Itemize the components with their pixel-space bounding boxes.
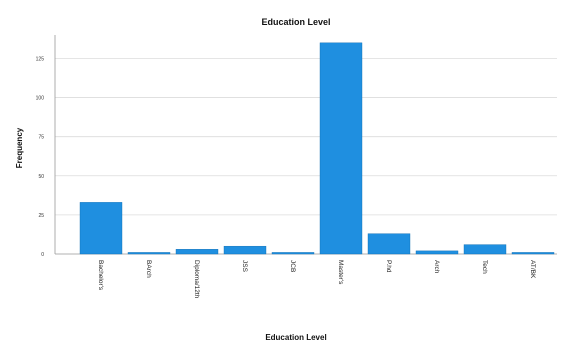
bar [175,249,219,255]
bar [511,252,555,255]
y-tick-label: 25 [38,213,44,219]
y-tick-label: 100 [36,96,45,102]
x-category-label: P.hd [385,260,392,273]
x-category-label: Arch [433,260,440,274]
bar [463,244,507,255]
x-category-label: Bachelor's [97,260,104,291]
y-tick-label: 0 [41,252,44,258]
y-tick-label: 125 [36,56,45,62]
x-category-label: Tech [481,260,488,274]
x-category-label: Diploma/12th [193,260,200,299]
x-axis-title: Education Level [265,333,326,342]
grid-lines [55,58,557,216]
bar [271,252,315,255]
bar [79,202,123,255]
x-category-label: AT/BK [529,260,536,279]
x-category-label: JCB [289,260,296,272]
bar [127,252,171,255]
y-axis-ticks: 0 25 50 75 100 125 [36,56,45,258]
x-axis-category-labels: Bachelor's BArch Diploma/12th JSS JCB Master'… [97,260,536,299]
bars [79,42,555,255]
bar [367,233,411,255]
x-category-label: JSS [241,260,248,273]
chart-title: Education Level [261,17,330,27]
bar [415,250,459,255]
y-tick-label: 75 [38,135,44,141]
y-tick-label: 50 [38,174,44,180]
bar [223,245,267,255]
x-category-label: BArch [145,260,152,278]
x-category-label: Master's [337,260,344,285]
bar [319,42,363,255]
y-axis-title: Frequency [15,127,24,168]
